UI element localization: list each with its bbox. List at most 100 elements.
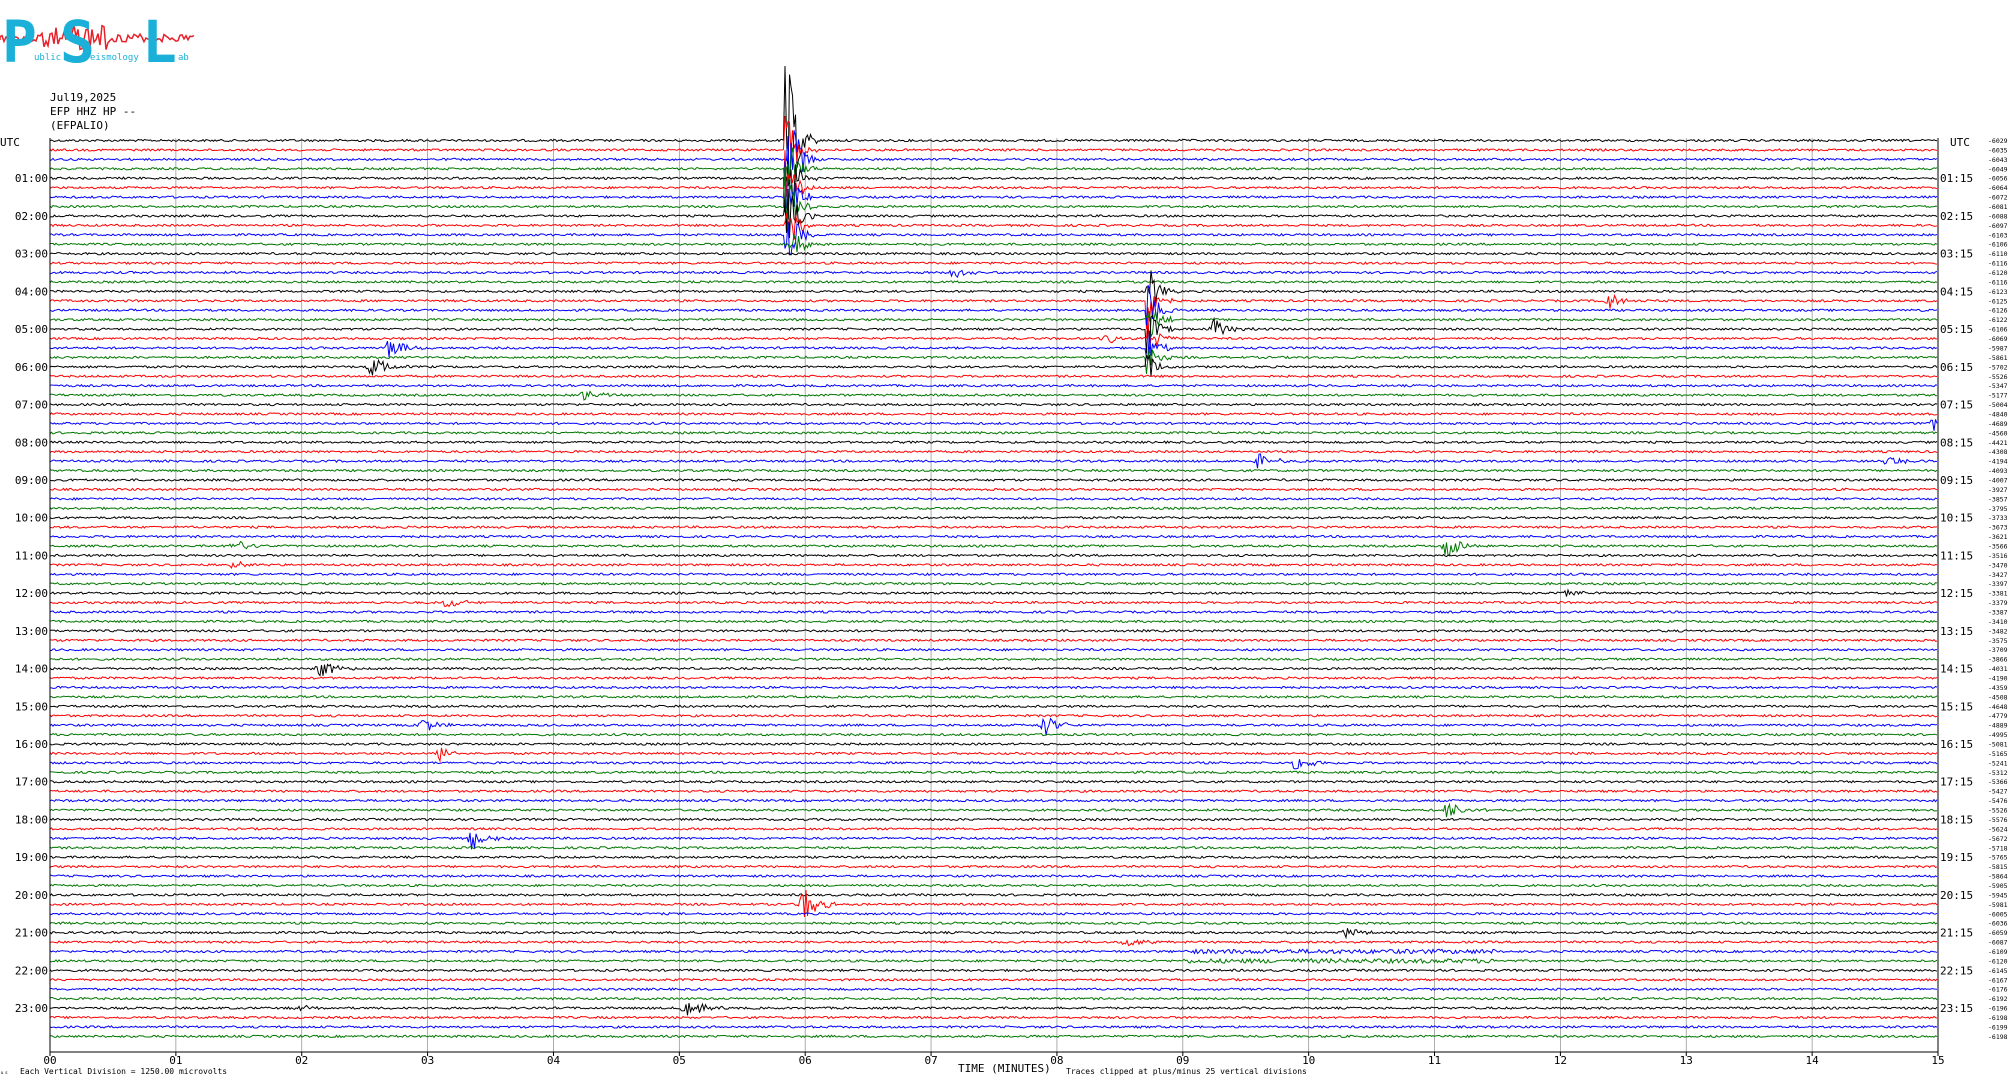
trace-row xyxy=(49,430,1938,435)
trace-row xyxy=(49,826,1938,831)
offset-label: -5861 xyxy=(1988,354,2008,362)
left-hour-label: 08:00 xyxy=(15,436,48,449)
trace-row xyxy=(49,957,1938,965)
trace-row xyxy=(49,742,1938,746)
right-hour-label: 22:15 xyxy=(1940,964,1973,977)
trace-row xyxy=(49,638,1938,643)
left-hour-label: 21:00 xyxy=(15,927,48,940)
trace-row xyxy=(49,817,1938,822)
trace-row xyxy=(49,977,1938,982)
logo-word-ab: ab xyxy=(178,53,189,63)
x-tick-label: 10 xyxy=(1302,1054,1315,1067)
x-tick-label: 12 xyxy=(1554,1054,1567,1067)
right-hour-label: 03:15 xyxy=(1940,248,1973,261)
trace-row xyxy=(49,581,1938,586)
offset-label: -5624 xyxy=(1988,825,2008,833)
trace-row xyxy=(49,383,1938,388)
offset-label: -6059 xyxy=(1988,929,2008,937)
trace-row xyxy=(49,213,1938,240)
offset-label: -6176 xyxy=(1988,986,2008,994)
trace-row xyxy=(49,348,1938,374)
offset-label: -6120 xyxy=(1988,269,2008,277)
offset-label: -6036 xyxy=(1988,920,2008,928)
right-hour-label: 04:15 xyxy=(1940,285,1973,298)
trace-row xyxy=(49,948,1938,955)
offset-label: -6072 xyxy=(1988,194,2008,202)
trace-row xyxy=(49,619,1938,624)
x-tick-label: 11 xyxy=(1428,1054,1441,1067)
offset-label: -5815 xyxy=(1988,863,2008,871)
offset-label: -3673 xyxy=(1988,524,2008,532)
trace-row xyxy=(49,996,1938,1001)
x-tick-label: 01 xyxy=(169,1054,182,1067)
trace-row xyxy=(49,732,1938,737)
left-hour-label: 05:00 xyxy=(15,323,48,336)
logo-letter-l: L xyxy=(142,8,177,76)
right-hour-label: 01:15 xyxy=(1940,172,1973,185)
trace-row xyxy=(49,540,1938,557)
offset-label: -6106 xyxy=(1988,326,2008,334)
trace-row xyxy=(49,285,1938,326)
trace-row xyxy=(49,525,1938,529)
trace-row xyxy=(49,453,1938,469)
x-tick-label: 05 xyxy=(673,1054,686,1067)
logo-seismic-wave xyxy=(0,24,195,51)
right-hour-label: 11:15 xyxy=(1940,549,1973,562)
trace-row xyxy=(49,798,1938,803)
trace-row xyxy=(49,717,1938,736)
trace-row xyxy=(49,188,1938,239)
offset-label: -4779 xyxy=(1988,712,2008,720)
offset-label: -6106 xyxy=(1988,241,2008,249)
offset-label: -6116 xyxy=(1988,260,2008,268)
trace-row xyxy=(49,130,1938,197)
left-hour-label: 07:00 xyxy=(15,399,48,412)
offset-label: -5081 xyxy=(1988,741,2008,749)
offset-label: -6110 xyxy=(1988,250,2008,258)
offset-label: -3387 xyxy=(1988,609,2008,617)
offset-label: -4031 xyxy=(1988,665,2008,673)
offset-label: -3516 xyxy=(1988,552,2008,560)
left-hour-label: 10:00 xyxy=(15,512,48,525)
trace-row xyxy=(49,921,1938,926)
offset-label: -3927 xyxy=(1988,486,2008,494)
offset-label: -3709 xyxy=(1988,646,2008,654)
right-hour-label: 08:15 xyxy=(1940,436,1973,449)
offset-label: -6145 xyxy=(1988,967,2008,975)
offset-label: -5864 xyxy=(1988,873,2008,881)
offset-label: -3397 xyxy=(1988,580,2008,588)
offset-label: -4421 xyxy=(1988,439,2008,447)
offset-label: -6109 xyxy=(1988,948,2008,956)
footer-mark: ᵤₛ xyxy=(0,1068,8,1076)
trace-row xyxy=(49,883,1938,888)
logo-word-eismology: eismology xyxy=(90,53,139,63)
header-location: (EFPALIO) xyxy=(50,119,110,132)
trace-row xyxy=(49,845,1938,850)
trace-row xyxy=(49,553,1938,558)
offset-label: -5366 xyxy=(1988,778,2008,786)
offset-label: -6005 xyxy=(1988,910,2008,918)
psl-logo: P ublic S eismology L ab xyxy=(0,8,195,76)
offset-label: -5981 xyxy=(1988,901,2008,909)
offset-label: -6116 xyxy=(1988,278,2008,286)
offset-label: -6029 xyxy=(1988,137,2008,145)
left-hour-label: 11:00 xyxy=(15,549,48,562)
right-hour-label: 15:15 xyxy=(1940,700,1973,713)
offset-label: -3795 xyxy=(1988,505,2008,513)
x-tick-label: 08 xyxy=(1050,1054,1063,1067)
right-axis-title: UTC xyxy=(1950,136,1970,149)
trace-row xyxy=(49,747,1938,763)
right-hour-label: 23:15 xyxy=(1940,1002,1973,1015)
left-hour-label: 06:00 xyxy=(15,361,48,374)
trace-row xyxy=(49,657,1938,662)
x-tick-label: 03 xyxy=(421,1054,434,1067)
offset-label: -6081 xyxy=(1988,203,2008,211)
offset-label: -5177 xyxy=(1988,392,2008,400)
offset-label: -5347 xyxy=(1988,382,2008,390)
offset-label: -5718 xyxy=(1988,844,2008,852)
trace-row xyxy=(49,270,1938,304)
right-offset-labels: -6029-6035 -6043-6049 -6056-6064 -6072-6081… xyxy=(1988,137,2008,1041)
x-tick-label: 00 xyxy=(43,1054,56,1067)
offset-label: -6198 xyxy=(1988,1033,2008,1041)
trace-row xyxy=(49,663,1938,677)
trace-row xyxy=(49,449,1938,454)
